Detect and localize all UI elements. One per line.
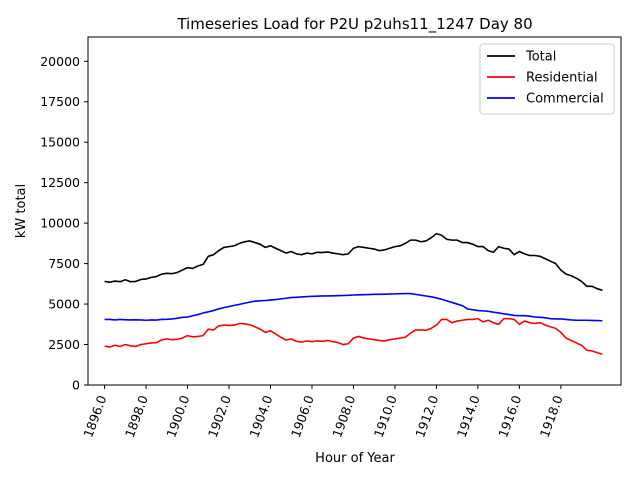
legend-label-total: Total	[525, 50, 556, 65]
y-tick-label: 2500	[48, 337, 80, 352]
y-tick-label: 17500	[40, 94, 80, 109]
y-axis-label: kW total	[14, 184, 29, 238]
series-line-total	[104, 232, 603, 292]
legend-label-residential: Residential	[526, 71, 598, 86]
y-tick-label: 10000	[40, 216, 80, 231]
y-tick-label: 15000	[40, 135, 80, 150]
x-axis-label: Hour of Year	[315, 451, 395, 466]
y-tick-label: 0	[72, 378, 80, 393]
legend: Total Residential Commercial	[479, 43, 615, 115]
y-tick-label: 12500	[40, 175, 80, 190]
y-tick-label: 7500	[48, 256, 80, 271]
plot-frame	[87, 36, 622, 386]
series-line-commercial	[104, 292, 603, 322]
y-axis: 0 2500 5000 7500 10000 12500 15000 17500 20000	[40, 54, 88, 393]
series-line-residential	[104, 317, 603, 356]
y-tick-label: 20000	[40, 54, 80, 69]
chart-title: Timeseries Load for P2U p2uhs11_1247 Day…	[176, 15, 532, 34]
y-tick-label: 5000	[48, 297, 80, 312]
legend-box	[479, 43, 615, 115]
series-layer	[104, 232, 603, 356]
legend-label-commercial: Commercial	[526, 92, 604, 107]
